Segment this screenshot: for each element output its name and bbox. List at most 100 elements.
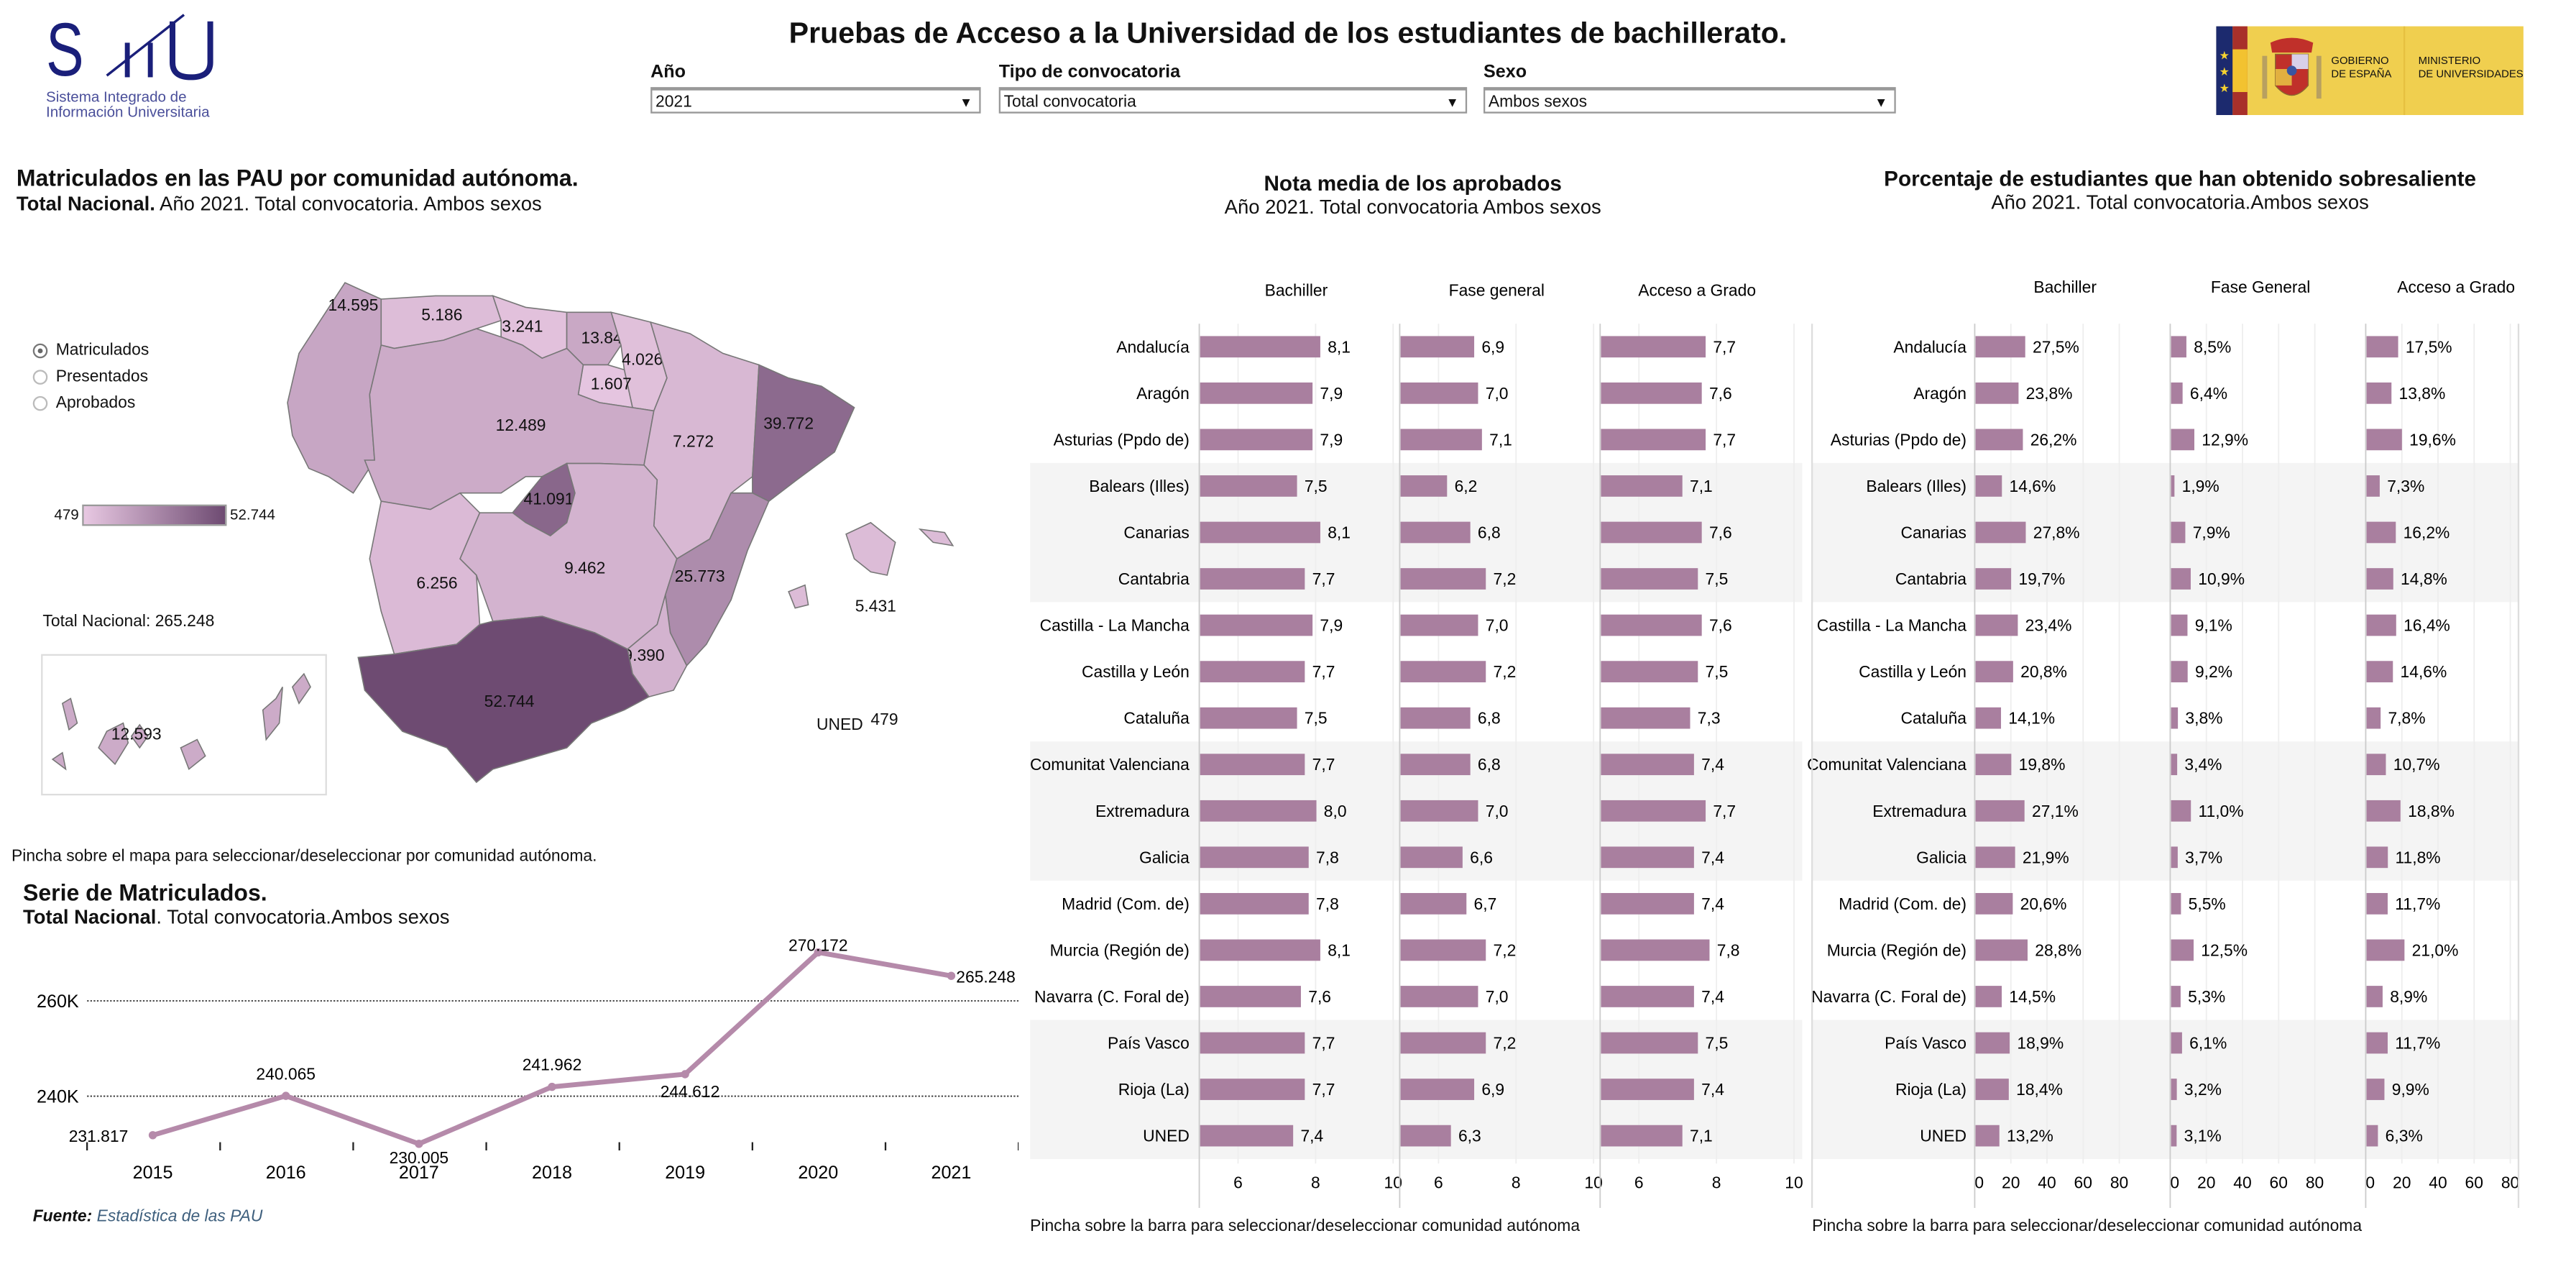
bar[interactable] <box>2171 614 2188 636</box>
map-region-shape[interactable] <box>51 751 67 771</box>
category-label[interactable]: Murcia (Región de) <box>1050 940 1190 959</box>
category-label[interactable]: Andalucía <box>1116 337 1190 356</box>
map-region-shape[interactable] <box>262 687 283 741</box>
map-region-canarias[interactable]: 12.593 <box>51 672 311 771</box>
bar[interactable] <box>2171 1032 2182 1054</box>
map-region-shape[interactable] <box>845 521 896 576</box>
source-link[interactable]: Estadística de las PAU <box>96 1207 263 1227</box>
bar[interactable] <box>1601 475 1683 497</box>
bar[interactable] <box>1200 1032 1305 1054</box>
map-region-shape[interactable] <box>180 738 206 771</box>
bar[interactable] <box>1601 1032 1698 1054</box>
bar[interactable] <box>2171 893 2181 915</box>
notes-bar-chart[interactable]: Bachiller 6 8 10 8,1 7,9 7,9 7,5 8,1 7,7 7,9 7,7 7,5… <box>1018 263 1807 1208</box>
bar[interactable] <box>1200 521 1320 544</box>
bar[interactable] <box>2366 521 2396 544</box>
bar[interactable] <box>1400 1079 1475 1100</box>
excellent-bar-chart[interactable]: Bachiller 0 20 40 60 80 27,5% 23,8% 26,2% 14,6% 27… <box>1807 263 2530 1208</box>
bar[interactable] <box>1400 568 1486 590</box>
category-label[interactable]: Galicia <box>1916 848 1966 866</box>
bar[interactable] <box>1200 707 1297 729</box>
bar[interactable] <box>2171 986 2181 1007</box>
bar[interactable] <box>1975 429 2023 451</box>
bar[interactable] <box>1400 754 1471 776</box>
series-point[interactable] <box>814 948 822 957</box>
map-region-valencia[interactable]: 25.773 <box>664 492 770 667</box>
category-label[interactable]: Balears (Illes) <box>1089 477 1190 495</box>
map-region-castilla-leon[interactable]: 12.489 <box>364 328 655 510</box>
bar[interactable] <box>2171 754 2178 776</box>
bar[interactable] <box>1975 986 2002 1007</box>
bar[interactable] <box>1601 521 1702 544</box>
bar[interactable] <box>2171 336 2186 358</box>
bar[interactable] <box>1200 1125 1294 1147</box>
bar[interactable] <box>1400 707 1471 729</box>
series-point[interactable] <box>281 1091 290 1100</box>
category-label[interactable]: País Vasco <box>1885 1034 1966 1053</box>
series-point[interactable] <box>681 1070 689 1079</box>
category-label[interactable]: Cataluña <box>1123 709 1190 728</box>
bar[interactable] <box>1975 939 2028 961</box>
category-label[interactable]: Navarra (C. Foral de) <box>1811 987 1966 1006</box>
bar[interactable] <box>1975 614 2018 636</box>
map-region-aragon[interactable]: 7.272 <box>643 321 760 560</box>
bar[interactable] <box>1400 475 1448 497</box>
map-region-shape[interactable] <box>130 723 149 749</box>
bar[interactable] <box>1400 661 1486 682</box>
bar[interactable] <box>2171 939 2194 961</box>
map-region-shape[interactable] <box>291 672 311 705</box>
category-label[interactable]: Asturias (Ppdo de) <box>1831 430 1966 449</box>
bar[interactable] <box>1975 568 2012 590</box>
bar[interactable] <box>1601 846 1694 869</box>
category-label[interactable]: Navarra (C. Foral de) <box>1034 987 1190 1006</box>
bar[interactable] <box>1400 336 1475 358</box>
category-label[interactable]: Madrid (Com. de) <box>1062 894 1190 913</box>
bar[interactable] <box>2366 846 2388 869</box>
bar[interactable] <box>2171 382 2183 404</box>
bar[interactable] <box>1601 986 1694 1007</box>
map-region-shape[interactable] <box>98 722 129 766</box>
bar[interactable] <box>1200 382 1313 404</box>
bar[interactable] <box>1975 661 2013 682</box>
map-region-shape[interactable] <box>752 364 855 503</box>
bar[interactable] <box>1975 800 2025 822</box>
bar[interactable] <box>1601 1125 1683 1147</box>
bar[interactable] <box>1200 846 1309 869</box>
bar[interactable] <box>1975 336 2025 358</box>
bar[interactable] <box>1601 754 1694 776</box>
bar[interactable] <box>2171 661 2188 682</box>
bar[interactable] <box>1200 754 1305 776</box>
bar[interactable] <box>2171 1079 2177 1100</box>
bar[interactable] <box>2366 939 2405 961</box>
bar[interactable] <box>1200 893 1309 915</box>
category-label[interactable]: Comunitat Valenciana <box>1030 755 1190 774</box>
bar[interactable] <box>1601 614 1702 636</box>
siiu-logo[interactable]: S Sistema Integrado de Información Unive… <box>46 7 226 119</box>
bar[interactable] <box>2366 707 2381 729</box>
bar[interactable] <box>2171 568 2191 590</box>
bar[interactable] <box>2366 382 2392 404</box>
bar[interactable] <box>1400 1032 1486 1054</box>
category-label[interactable]: Aragón <box>1913 384 1966 403</box>
category-label[interactable]: Aragón <box>1136 384 1190 403</box>
bar[interactable] <box>1400 893 1467 915</box>
bar[interactable] <box>1601 382 1702 404</box>
category-label[interactable]: Madrid (Com. de) <box>1839 894 1966 913</box>
bar[interactable] <box>2366 568 2393 590</box>
category-label[interactable]: Comunitat Valenciana <box>1807 755 1966 774</box>
map-region-extremadura[interactable]: 6.256 <box>369 492 481 655</box>
bar[interactable] <box>1601 707 1690 729</box>
bar[interactable] <box>1975 1125 2000 1147</box>
bar[interactable] <box>2366 429 2402 451</box>
category-label[interactable]: Cantabria <box>1895 569 1966 588</box>
bar[interactable] <box>1200 661 1305 682</box>
series-point[interactable] <box>947 971 956 980</box>
bar[interactable] <box>1200 1079 1305 1100</box>
bar[interactable] <box>1400 382 1478 404</box>
bar[interactable] <box>2366 614 2396 636</box>
bar[interactable] <box>1975 893 2013 915</box>
bar[interactable] <box>1400 1125 1451 1147</box>
series-point[interactable] <box>148 1131 157 1140</box>
bar[interactable] <box>1601 568 1698 590</box>
uned-value[interactable]: 479 <box>870 711 898 730</box>
